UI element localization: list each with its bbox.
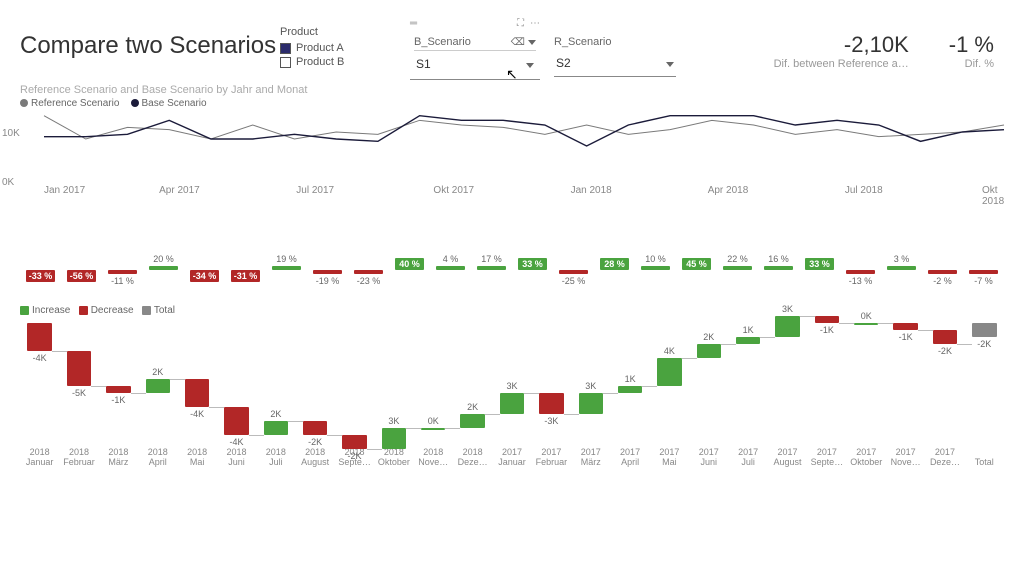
- percentage-variance-chart[interactable]: -33 %-56 %-11 %20 %-34 %-31 %19 %-19 %-2…: [20, 235, 1004, 305]
- product-slicer[interactable]: Product Product A Product B: [280, 18, 410, 70]
- page-title: Compare two Scenarios: [20, 18, 280, 60]
- more-icon[interactable]: ⋯: [530, 18, 540, 32]
- eraser-icon[interactable]: ⌫: [511, 37, 525, 48]
- chevron-down-icon: [526, 57, 534, 71]
- product-a-option[interactable]: Product A: [280, 42, 410, 54]
- product-b-option[interactable]: Product B: [280, 56, 410, 68]
- chevron-down-icon: [666, 56, 674, 70]
- product-label: Product: [280, 26, 410, 38]
- checkbox-filled-icon: [280, 43, 291, 54]
- checkbox-empty-icon: [280, 57, 291, 68]
- line-chart[interactable]: 10K0KJan 2017Apr 2017Jul 2017Okt 2017Jan…: [20, 111, 1004, 221]
- chevron-down-icon[interactable]: [528, 36, 536, 48]
- kpi-diff-pct: -1 % Dif. %: [949, 32, 994, 70]
- line-chart-legend: Reference Scenario Base Scenario: [0, 98, 1024, 111]
- waterfall-chart[interactable]: 2018Januar-4K2018Februar-5K2018März-1K20…: [20, 318, 1004, 468]
- r-scenario-slicer[interactable]: . R_Scenario S2: [550, 18, 680, 79]
- r-scenario-value[interactable]: S2: [554, 50, 676, 77]
- b-scenario-slicer[interactable]: ═ ⛶ ⋯ B_Scenario ⌫ S1: [410, 18, 540, 80]
- focus-icon[interactable]: ⛶: [517, 18, 524, 32]
- grip-icon[interactable]: ═: [410, 18, 417, 32]
- line-chart-title: Reference Scenario and Base Scenario by …: [0, 80, 1024, 98]
- b-scenario-value[interactable]: S1: [414, 51, 536, 77]
- kpi-diff-value: -2,10K Dif. between Reference a…: [774, 32, 909, 70]
